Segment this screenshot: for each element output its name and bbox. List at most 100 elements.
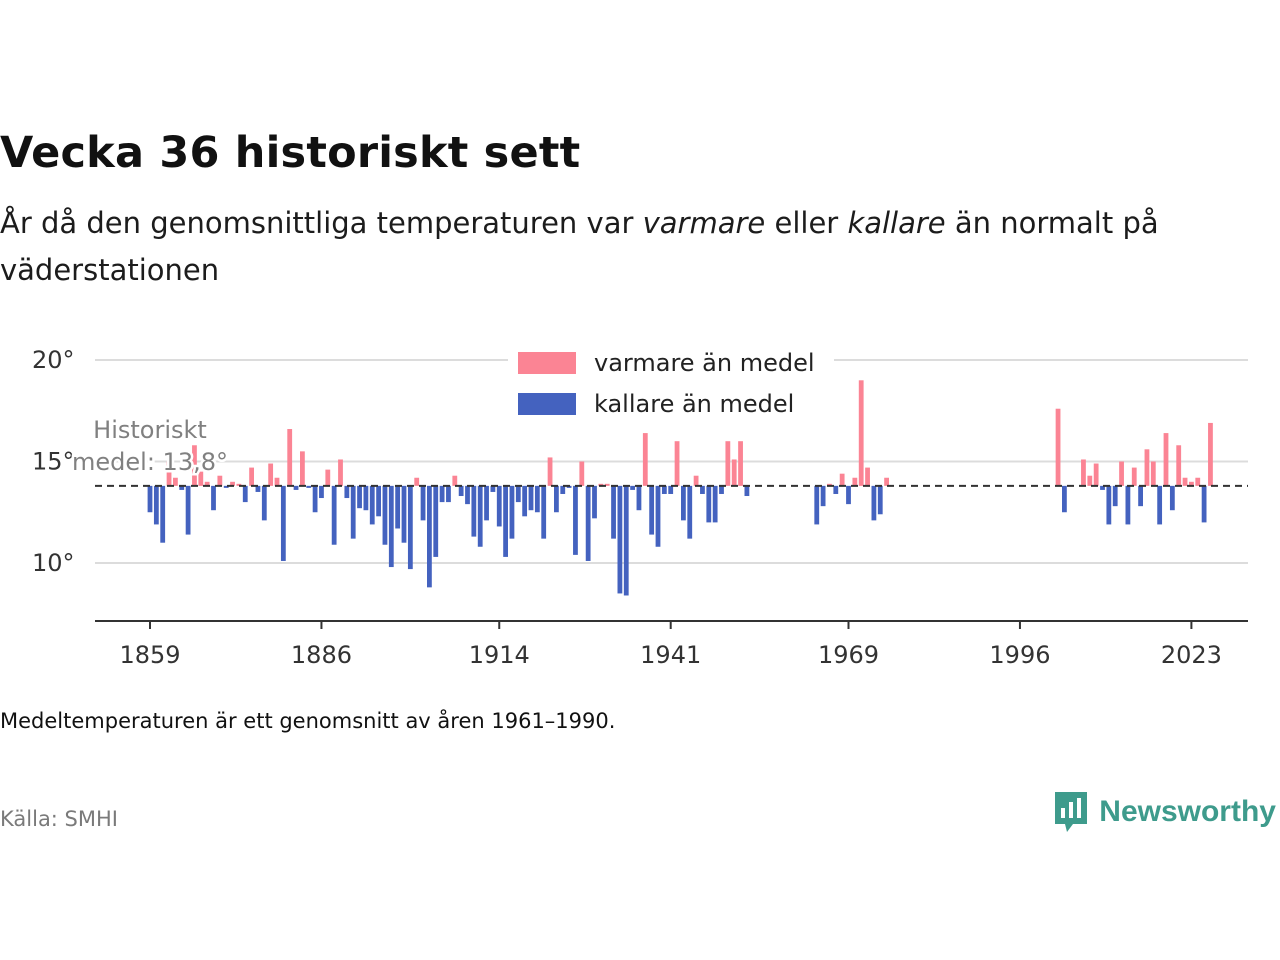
bar-cold (388, 485, 394, 568)
bar-cold (541, 485, 547, 539)
bar-warm (725, 441, 731, 486)
bar-warm (192, 445, 197, 486)
bar-warm (173, 477, 178, 486)
bar-cold (528, 485, 534, 511)
bar-cold (211, 485, 216, 511)
bar-warm (1087, 475, 1093, 486)
bar-cold (293, 485, 299, 490)
bar-warm (1093, 463, 1099, 486)
bar-cold (344, 485, 350, 499)
bar-cold (820, 485, 826, 507)
bar-cold (585, 485, 591, 561)
bar-cold (661, 485, 667, 494)
bar-cold (395, 485, 401, 529)
bar-cold (350, 485, 356, 539)
subtitle-part-1: År då den genomsnittliga temperaturen va… (0, 206, 643, 240)
bar-warm (1182, 477, 1188, 486)
x-axis-ticks: 1859 1886 1914 1941 1969 1996 2023 (119, 621, 1222, 669)
bar-cold (1062, 485, 1067, 513)
bar-cold (712, 485, 718, 523)
bar-cold (1169, 485, 1175, 511)
bar-warm (738, 441, 743, 486)
bar-cold (147, 485, 153, 513)
bar-cold (681, 485, 686, 521)
bar-cold (1157, 485, 1163, 525)
bar-warm (287, 429, 293, 486)
bar-warm (858, 380, 864, 486)
bar-warm (338, 459, 343, 486)
bar-cold (458, 485, 464, 497)
bar-cold (877, 485, 883, 515)
bar-warm (1131, 467, 1137, 486)
bar-warm (452, 475, 458, 486)
bar-cold (515, 485, 521, 503)
bar-cold (255, 485, 261, 492)
bar-cold (592, 485, 597, 519)
y-tick-label: 15° (32, 448, 75, 476)
y-tick-label: 20° (32, 346, 75, 374)
bar-cold (223, 485, 229, 488)
baseline-label-line2: medel: 13,8° (72, 448, 228, 476)
bar-cold (833, 485, 839, 494)
bar-cold (503, 485, 508, 557)
x-tick-label: 1886 (291, 641, 352, 669)
bar-cold (433, 485, 439, 557)
bar-cold (509, 485, 515, 539)
legend-swatch-warm (518, 352, 576, 374)
footnote: Medeltemperaturen är ett genomsnitt av å… (0, 709, 616, 733)
bar-warm (1144, 449, 1150, 486)
x-tick-label: 1859 (119, 641, 180, 669)
bar-cold (566, 485, 572, 488)
bar-cold (700, 485, 705, 494)
bar-warm (166, 461, 172, 486)
bar-warm (827, 483, 832, 486)
bar-cold (401, 485, 407, 543)
bar-warm (325, 469, 331, 486)
legend: varmare än medel kallare än medel (508, 344, 834, 428)
bar-cold (719, 485, 724, 494)
bar-cold (331, 485, 337, 545)
bar-warm (598, 483, 604, 486)
bar-cold (744, 485, 750, 497)
bar-warm (204, 481, 210, 486)
legend-label-warm: varmare än medel (594, 349, 815, 377)
subtitle-warm-word: varmare (642, 206, 766, 240)
bar-cold (630, 485, 635, 490)
bar-cold (369, 485, 375, 525)
bar-cold (382, 485, 388, 545)
bar-warm (249, 467, 254, 486)
bar-cold (420, 485, 426, 521)
bar-cold (1112, 485, 1118, 507)
bar-warm (1081, 459, 1086, 486)
bar-cold (687, 485, 693, 539)
bar-cold (611, 485, 616, 539)
page-subtitle: År då den genomsnittliga temperaturen va… (0, 200, 1240, 294)
bar-cold (153, 485, 159, 525)
bar-cold (363, 485, 369, 511)
bar-cold (376, 485, 381, 517)
bar-warm (217, 475, 223, 486)
bar-warm (1055, 408, 1061, 486)
subtitle-part-5: än normalt på väderstationen (0, 206, 1159, 287)
bar-warm (731, 459, 737, 486)
bar-cold (668, 485, 674, 494)
bar-cold (407, 485, 413, 570)
bar-warm (884, 477, 889, 486)
bar-cold (471, 485, 477, 537)
bar-cold (465, 485, 470, 505)
bar-cold (617, 485, 623, 594)
newsworthy-logo-icon (1055, 792, 1088, 832)
bar-cold (280, 485, 286, 561)
bar-cold (357, 485, 362, 509)
bar-cold (1138, 485, 1143, 507)
bar-warm (865, 467, 870, 486)
page-title: Vecka 36 historiskt sett (0, 128, 581, 178)
bar-cold (554, 485, 559, 513)
bar-warm (198, 471, 204, 486)
bar-cold (522, 485, 528, 517)
bar-cold (1125, 485, 1131, 525)
legend-label-cold: kallare än medel (594, 390, 794, 418)
bar-warm (674, 441, 680, 486)
bar-cold (871, 485, 877, 521)
bar-cold (242, 485, 248, 503)
